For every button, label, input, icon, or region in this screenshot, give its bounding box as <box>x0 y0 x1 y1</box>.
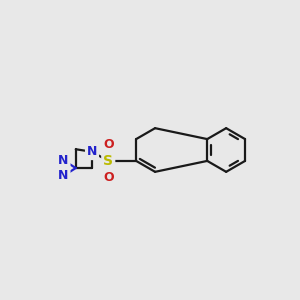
Text: N: N <box>87 145 97 158</box>
Text: O: O <box>103 138 114 151</box>
Text: N: N <box>58 154 69 167</box>
Text: O: O <box>103 171 114 184</box>
Text: S: S <box>103 154 113 168</box>
Text: N: N <box>58 169 69 182</box>
